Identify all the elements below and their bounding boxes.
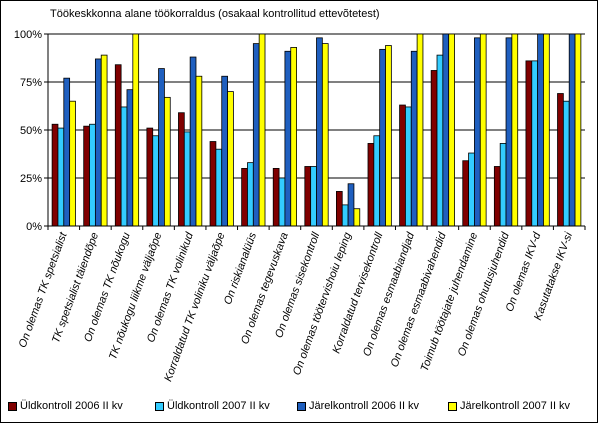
- bar-4-6: [227, 91, 234, 227]
- bar-1-5: [178, 112, 185, 227]
- bar-2-7: [247, 162, 254, 227]
- bar-1-8: [272, 167, 280, 227]
- bar-2-17: [562, 100, 570, 227]
- legend-item-3: Järelkontroll 2006 II kv: [297, 400, 419, 412]
- bar-4-16: [543, 33, 550, 227]
- legend-swatch: [8, 401, 17, 411]
- bar-2-9: [310, 166, 317, 227]
- bar-3-17: [568, 33, 576, 227]
- bar-4-7: [258, 33, 266, 227]
- bar-2-11: [373, 135, 381, 227]
- y-tick-label: 50%: [20, 125, 42, 137]
- bar-1-15: [493, 166, 501, 227]
- bar-4-4: [164, 96, 171, 227]
- bar-2-15: [499, 143, 507, 227]
- legend-label: Järelkontroll 2007 II kv: [460, 400, 571, 412]
- bar-3-2: [94, 58, 102, 227]
- bar-4-8: [290, 47, 297, 227]
- bar-3-5: [189, 56, 197, 227]
- bar-4-11: [385, 45, 392, 227]
- bar-4-5: [195, 75, 203, 227]
- bar-2-2: [89, 123, 96, 227]
- bar-3-6: [221, 75, 228, 227]
- bar-3-14: [474, 37, 481, 227]
- bar-4-14: [479, 33, 487, 227]
- bar-3-4: [158, 68, 165, 227]
- bar-3-7: [252, 43, 260, 227]
- bar-1-9: [304, 166, 312, 227]
- bar-1-10: [336, 191, 343, 227]
- bar-4-3: [132, 33, 140, 227]
- bar-4-1: [69, 100, 76, 227]
- legend-label: Järelkontroll 2006 II kv: [309, 400, 420, 412]
- bar-2-13: [436, 54, 444, 227]
- y-tick-label: 75%: [20, 77, 42, 89]
- bar-3-1: [63, 77, 71, 227]
- bar-4-12: [416, 33, 424, 227]
- bar-3-9: [316, 37, 323, 227]
- bar-3-15: [505, 37, 513, 227]
- bar-1-2: [83, 125, 90, 227]
- bar-4-10: [353, 208, 361, 227]
- bar-1-3: [114, 64, 122, 227]
- bar-1-4: [146, 127, 154, 227]
- legend-label: Üldkontroll 2007 II kv: [167, 400, 270, 412]
- x-tick-label: Toimub töötajate juhendamine: [419, 231, 481, 373]
- bar-1-14: [462, 160, 469, 227]
- bar-1-17: [557, 93, 564, 227]
- bar-1-16: [525, 60, 533, 227]
- legend-swatch: [155, 401, 164, 411]
- chart-legend: Üldkontroll 2006 II kv Üldkontroll 2007 I…: [0, 400, 598, 418]
- bar-2-8: [278, 177, 286, 227]
- y-tick-label: 25%: [20, 173, 42, 185]
- legend-item-4: Järelkontroll 2007 II kv: [448, 400, 570, 412]
- x-tick-label: Korraldatud TK voliniku väljaõpe: [162, 231, 227, 383]
- bar-2-16: [531, 60, 539, 227]
- x-tick-label: On olemas töötervishoiu leping: [291, 230, 354, 377]
- legend-swatch: [297, 401, 306, 411]
- bar-2-6: [215, 148, 223, 227]
- legend-item-2: Üldkontroll 2007 II kv: [155, 400, 270, 412]
- bar-4-13: [448, 33, 455, 227]
- bar-2-10: [341, 204, 349, 227]
- bar-1-6: [209, 141, 217, 227]
- bar-3-13: [442, 33, 450, 227]
- bar-1-12: [399, 104, 406, 227]
- bar-2-12: [405, 106, 412, 227]
- bar-3-3: [126, 89, 134, 227]
- bar-2-5: [183, 131, 191, 227]
- bar-3-8: [284, 50, 292, 227]
- legend-label: Üldkontroll 2006 II kv: [20, 400, 123, 412]
- bar-2-4: [152, 135, 159, 227]
- chart-title: Töökeskkonna alane töökorraldus (osakaal…: [50, 8, 380, 20]
- legend-swatch: [448, 401, 457, 411]
- legend-item-1: Üldkontroll 2006 II kv: [8, 400, 123, 412]
- bar-3-11: [379, 48, 386, 227]
- bar-4-15: [511, 33, 519, 227]
- x-tick-label: On riskianalüüs: [222, 230, 259, 306]
- bar-4-9: [321, 43, 329, 227]
- y-tick-label: 0%: [26, 221, 42, 233]
- bar-1-7: [241, 167, 248, 227]
- bar-2-14: [468, 152, 475, 227]
- bar-4-2: [100, 54, 108, 227]
- bar-1-11: [367, 143, 375, 227]
- bar-3-16: [537, 33, 544, 227]
- bar-1-1: [51, 123, 59, 227]
- bar-3-10: [347, 183, 355, 227]
- bar-1-13: [430, 70, 438, 227]
- bar-4-17: [574, 33, 582, 227]
- y-tick-label: 100%: [14, 29, 42, 41]
- bar-3-12: [410, 50, 418, 227]
- bar-2-1: [57, 127, 65, 227]
- bar-2-3: [120, 106, 128, 227]
